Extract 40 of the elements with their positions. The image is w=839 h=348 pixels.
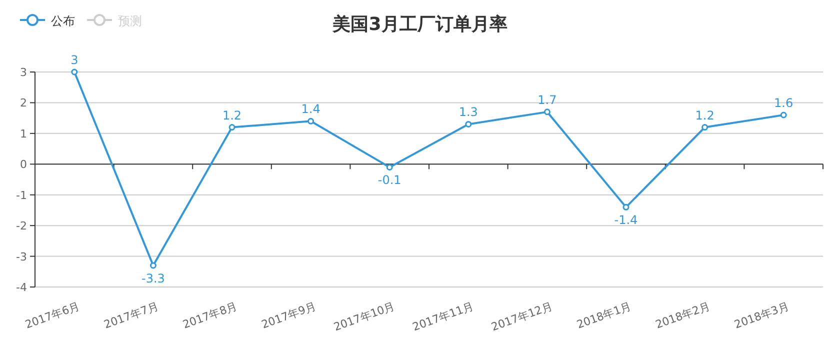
x-tick-label: 2018年1月 [575, 300, 634, 332]
data-label: 3 [70, 53, 78, 67]
y-tick-label: -1 [16, 188, 27, 202]
x-tick-label: 2017年7月 [102, 300, 160, 332]
data-label: 1.7 [538, 92, 557, 107]
y-tick-label: -3 [16, 250, 27, 264]
data-label: -3.3 [141, 272, 165, 286]
data-label: 1.3 [458, 105, 478, 120]
y-tick-label: 1 [20, 127, 27, 140]
point [465, 120, 472, 128]
y-tick-label: -4 [16, 281, 27, 294]
legend-label: 公布 [51, 14, 75, 28]
point [780, 112, 787, 118]
x-tick-label: 2017年8月 [181, 300, 240, 332]
x-tick-label: 2018年3月 [732, 300, 791, 332]
point [386, 164, 393, 170]
data-label: -0.1 [378, 173, 402, 188]
point [622, 204, 630, 210]
y-tick-label: 3 [20, 66, 27, 79]
chart-title: 美国3月工厂订单月率 [332, 14, 508, 35]
y-tick-label: 0 [20, 158, 27, 172]
x-tick-label: 2017年6月 [23, 300, 82, 332]
data-label: -1.4 [614, 213, 638, 228]
point [544, 108, 550, 116]
data-label: 1.4 [301, 102, 320, 116]
data-label: 1.2 [222, 108, 242, 122]
y-tick-label: -2 [16, 220, 27, 233]
y-tick-label: 2 [20, 96, 27, 110]
point [71, 68, 78, 76]
point [150, 262, 156, 269]
point [308, 118, 314, 124]
x-tick-label: 2018年2月 [654, 300, 712, 332]
x-tick-label: 2017年10月 [332, 300, 397, 334]
data-label: 1.6 [774, 96, 794, 110]
point [702, 124, 708, 131]
data-label: 1.2 [695, 108, 714, 122]
x-tick-label: 2017年9月 [260, 300, 318, 332]
x-tick-label: 2017年12月 [490, 300, 554, 334]
point [228, 124, 236, 131]
x-tick-label: 2017年11月 [410, 300, 476, 334]
